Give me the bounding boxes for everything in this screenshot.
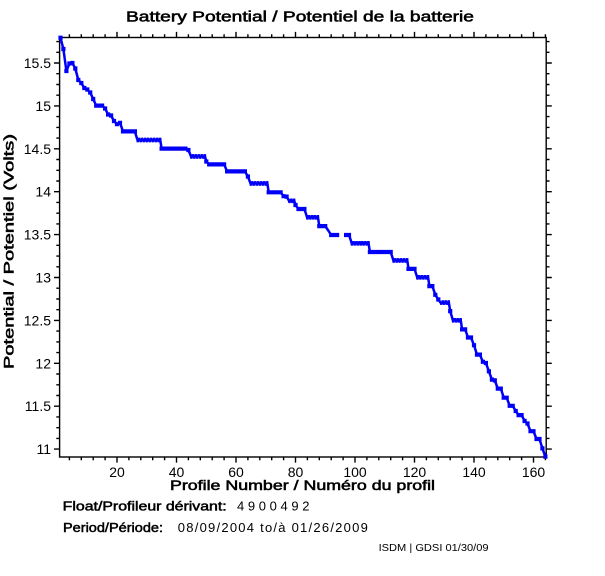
svg-text:13: 13 — [35, 270, 51, 286]
svg-text:Potential / Potentiel (Volts): Potential / Potentiel (Volts) — [1, 134, 17, 369]
svg-text:15.5: 15.5 — [24, 55, 51, 71]
svg-text:100: 100 — [343, 464, 367, 480]
svg-text:160: 160 — [522, 464, 546, 480]
svg-text:Float/Profileur dérivant:: Float/Profileur dérivant: — [63, 499, 227, 514]
svg-text:20: 20 — [109, 464, 125, 480]
svg-text:Period/Période:: Period/Période: — [63, 520, 163, 535]
svg-text:120: 120 — [403, 464, 427, 480]
svg-text:40: 40 — [169, 464, 185, 480]
svg-text:Battery Potential / Potentiel: Battery Potential / Potentiel de la batt… — [126, 10, 474, 26]
svg-text:140: 140 — [462, 464, 486, 480]
svg-text:ISDM | GDSI 01/30/09: ISDM | GDSI 01/30/09 — [379, 542, 489, 554]
svg-text:11: 11 — [36, 441, 51, 457]
svg-text:11.5: 11.5 — [25, 398, 51, 414]
svg-text:08/09/2004 to/à 01/26/2009: 08/09/2004 to/à 01/26/2009 — [178, 520, 368, 535]
svg-text:14.5: 14.5 — [24, 141, 51, 157]
svg-text:15: 15 — [35, 98, 51, 114]
svg-text:12.5: 12.5 — [24, 312, 51, 328]
svg-text:12: 12 — [35, 355, 51, 371]
svg-text:13.5: 13.5 — [24, 227, 51, 243]
svg-text:80: 80 — [288, 464, 304, 480]
svg-text:60: 60 — [228, 464, 244, 480]
svg-text:14: 14 — [35, 184, 51, 200]
svg-text:Profile Number / Numéro du pro: Profile Number / Numéro du profil — [170, 477, 435, 493]
